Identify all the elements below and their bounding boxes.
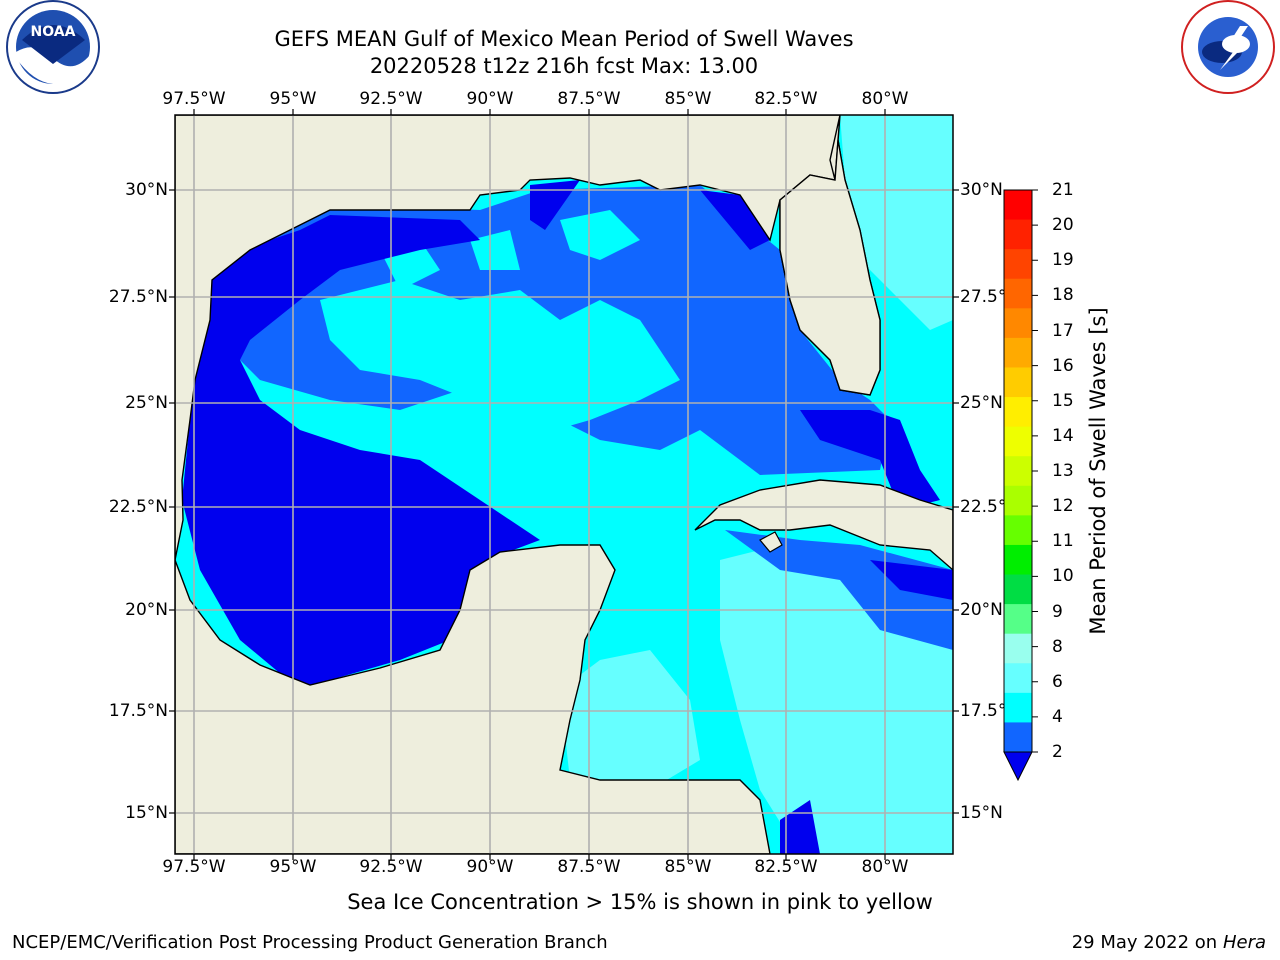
noaa-logo: NOAA	[6, 0, 100, 94]
ocean-dark-blue-region	[182, 180, 953, 854]
colorbar-tick-label: 9	[1052, 601, 1063, 622]
map-frame	[174, 114, 954, 855]
lon-label-top: 80°W	[861, 89, 909, 109]
noaa-logo-text: NOAA	[31, 24, 76, 40]
lat-label-left: 20°N	[125, 600, 168, 620]
colorbar-tick-label: 15	[1052, 390, 1074, 411]
colorbar-tick-label: 11	[1052, 531, 1074, 552]
lat-label-right: 27.5°N	[960, 287, 1020, 307]
land-cuba	[694, 479, 953, 571]
land-florida	[779, 139, 881, 396]
lat-label-left: 30°N	[125, 180, 168, 200]
footer-credit: NCEP/EMC/Verification Post Processing Pr…	[12, 932, 608, 953]
footer-date-text: 29 May 2022 on	[1071, 932, 1218, 953]
colorbar-tick-label: 4	[1052, 706, 1063, 727]
lat-label-left: 25°N	[125, 393, 168, 413]
colorbar-tick-label: 8	[1052, 636, 1063, 657]
lat-label-right: 17.5°N	[960, 701, 1020, 721]
colorbar-tick-label: 16	[1052, 355, 1074, 376]
lat-label-right: 15°N	[960, 803, 1003, 823]
lat-label-left: 22.5°N	[108, 497, 168, 517]
sea-ice-note: Sea Ice Concentration > 15% is shown in …	[347, 890, 933, 914]
nws-logo	[1181, 0, 1275, 94]
lon-label-bottom: 90°W	[466, 857, 514, 877]
map-ticks	[169, 109, 959, 860]
lon-label-top: 95°W	[269, 89, 317, 109]
graticule	[175, 115, 953, 854]
ocean-cyan-patches	[320, 210, 680, 440]
colorbar-tick-label: 13	[1052, 461, 1074, 481]
lon-label-top: 90°W	[466, 89, 514, 109]
lat-label-right: 30°N	[960, 180, 1003, 200]
lat-label-right: 22.5°N	[960, 497, 1020, 517]
colorbar-tick-label: 12	[1052, 496, 1074, 517]
land-mexico	[175, 544, 771, 854]
footer-machine: Hera	[1222, 932, 1266, 953]
lat-label-left: 15°N	[125, 803, 168, 823]
chart-subtitle: 20220528 t12z 216h fcst Max: 13.00	[369, 54, 759, 78]
colorbar-label: Mean Period of Swell Waves [s]	[1086, 307, 1110, 635]
lat-label-left: 17.5°N	[108, 701, 168, 721]
lon-label-top: 82.5°W	[754, 89, 818, 109]
chart-title: GEFS MEAN Gulf of Mexico Mean Period of …	[274, 27, 854, 51]
colorbar-tick-label: 14	[1052, 425, 1074, 446]
colorbar-tick-label: 21	[1052, 180, 1074, 200]
colorbar-tick-label: 19	[1052, 250, 1074, 271]
colorbar-tick-label: 10	[1052, 566, 1074, 587]
lat-label-right: 25°N	[960, 393, 1003, 413]
lon-label-bottom: 87.5°W	[557, 857, 621, 877]
lon-label-top: 87.5°W	[557, 89, 621, 109]
lon-label-bottom: 80°W	[861, 857, 909, 877]
colorbar-tick-label: 6	[1052, 671, 1063, 692]
lon-label-bottom: 85°W	[664, 857, 712, 877]
lon-label-top: 92.5°W	[359, 89, 423, 109]
land-isle-of-youth	[759, 531, 783, 553]
footer-date: 29 May 2022 on Hera	[1072, 932, 1266, 953]
colorbar-tick-label: 2	[1052, 742, 1063, 762]
ocean-light-cyan-region	[560, 115, 953, 854]
lon-label-top: 97.5°W	[162, 89, 226, 109]
colorbar-tick-label: 18	[1052, 285, 1074, 306]
colorbar-tick-label: 17	[1052, 320, 1074, 341]
colorbar-tick-label: 20	[1052, 215, 1074, 236]
lon-label-bottom: 95°W	[269, 857, 317, 877]
lat-label-right: 20°N	[960, 600, 1003, 620]
lon-label-top: 85°W	[664, 89, 712, 109]
lat-label-left: 27.5°N	[108, 287, 168, 307]
lon-label-bottom: 97.5°W	[162, 857, 226, 877]
lon-label-bottom: 92.5°W	[359, 857, 423, 877]
lon-label-bottom: 82.5°W	[754, 857, 818, 877]
